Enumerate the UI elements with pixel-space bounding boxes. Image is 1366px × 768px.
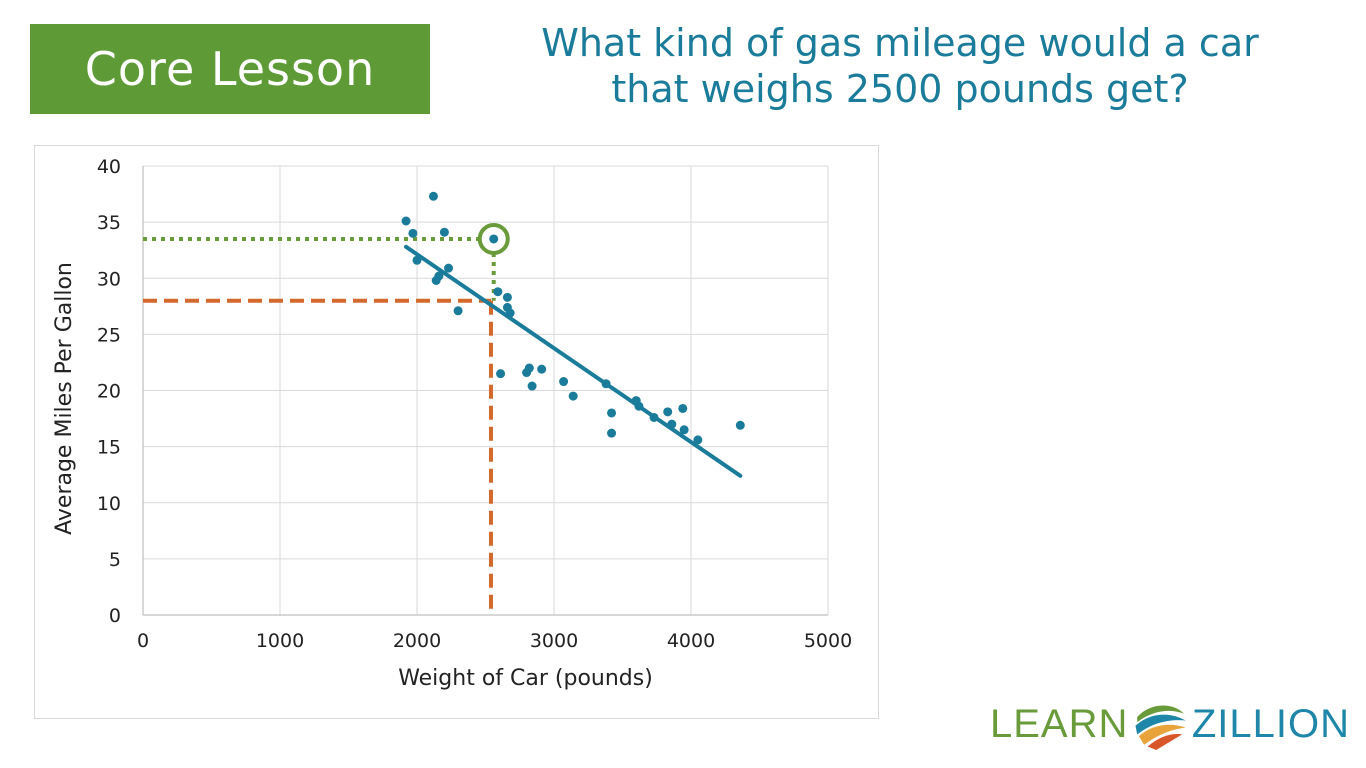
data-point: [667, 419, 677, 429]
logo-swoosh-icon: [1134, 698, 1187, 750]
y-tick-label: 30: [97, 268, 121, 290]
y-tick-label: 40: [97, 156, 121, 178]
question-line-1: What kind of gas mileage would a car: [541, 21, 1259, 65]
trendline: [404, 244, 743, 478]
y-tick-label: 10: [97, 493, 121, 515]
y-tick-label: 35: [97, 212, 121, 234]
data-point: [401, 216, 411, 226]
data-point: [607, 408, 617, 418]
data-point: [505, 308, 515, 318]
data-point: [601, 379, 611, 389]
core-lesson-label: Core Lesson: [84, 42, 376, 96]
x-tick-label: 1000: [256, 630, 304, 652]
learnzillion-logo: LEARN ZILLION: [990, 688, 1350, 760]
x-tick-label: 3000: [530, 630, 578, 652]
data-point: [607, 428, 617, 438]
data-point: [496, 369, 506, 379]
data-point: [453, 306, 463, 316]
data-point: [678, 403, 688, 413]
data-point: [493, 287, 503, 297]
x-tick-label: 5000: [804, 630, 852, 652]
data-point: [428, 191, 438, 201]
data-point: [527, 381, 537, 391]
data-point: [649, 412, 659, 422]
lesson-question: What kind of gas mileage would a car tha…: [480, 20, 1320, 112]
x-tick-label: 4000: [667, 630, 715, 652]
data-point: [735, 420, 745, 430]
data-point: [444, 263, 454, 273]
data-point: [412, 255, 422, 265]
y-tick-label: 25: [97, 324, 121, 346]
data-point: [489, 234, 499, 244]
axis-labels: 0 1000 2000 3000 4000 5000 0 5 10 15 20 25 30 35 40 Wei…: [52, 156, 852, 691]
highlight-circle: [477, 222, 510, 255]
gridlines: [143, 165, 829, 615]
x-axis-title: Weight of Car (pounds): [398, 666, 653, 691]
y-tick-label: 15: [97, 437, 121, 459]
x-tick-label: 0: [137, 630, 149, 652]
data-point: [568, 391, 578, 401]
question-line-2: that weighs 2500 pounds get?: [611, 67, 1189, 111]
data-point: [693, 435, 703, 445]
x-tick-label: 2000: [393, 630, 441, 652]
data-point: [408, 228, 418, 238]
y-tick-label: 0: [109, 605, 121, 627]
data-point: [679, 425, 689, 435]
data-point: [502, 292, 512, 302]
data-point: [439, 227, 449, 237]
data-point: [634, 401, 644, 411]
data-point: [663, 407, 673, 417]
data-points: [401, 191, 745, 445]
data-point: [524, 363, 534, 373]
core-lesson-badge: Core Lesson: [30, 24, 430, 114]
data-point: [434, 271, 444, 281]
trendline-layer: [404, 244, 743, 478]
y-tick-label: 20: [97, 381, 121, 403]
logo-learn-text: LEARN: [990, 701, 1129, 746]
y-tick-label: 5: [109, 549, 121, 571]
scatter-chart: 0 1000 2000 3000 4000 5000 0 5 10 15 20 25 30 35 40 Wei…: [52, 156, 852, 691]
logo-zillion-text: ZILLION: [1191, 701, 1350, 746]
y-axis-title: Average Miles Per Gallon: [52, 262, 77, 535]
data-point: [537, 364, 547, 374]
data-point: [559, 377, 569, 387]
chart-frame: 0 1000 2000 3000 4000 5000 0 5 10 15 20 25 30 35 40 Wei…: [34, 145, 879, 719]
